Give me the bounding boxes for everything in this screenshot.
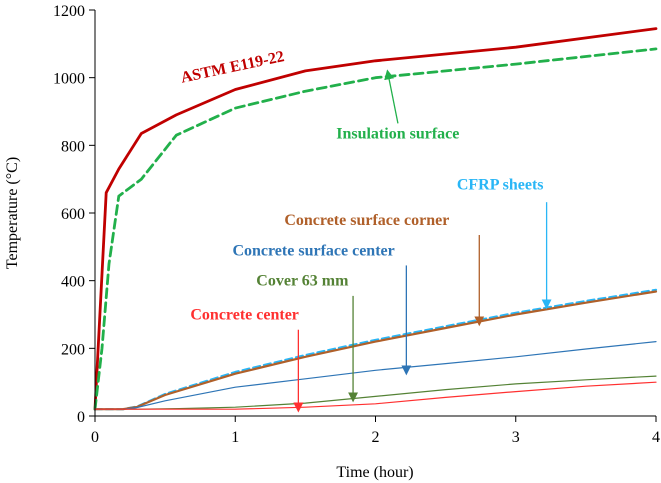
y-tick-label: 1200 [53, 3, 85, 20]
series-line-astm-e119-22 [93, 27, 658, 411]
series-line-concrete-center [94, 381, 657, 410]
annotation-arrow-insulation-surface [384, 69, 399, 124]
series-line-concrete-surface-center [94, 341, 657, 410]
y-axis-title: Temperature (°C) [4, 157, 21, 269]
x-ticks: 0 1 2 3 4 [91, 416, 660, 446]
y-tick-label: 400 [61, 274, 85, 291]
annotation-concrete-center: Concrete center [190, 307, 299, 324]
y-tick-label: 0 [77, 409, 85, 426]
x-tick-label: 4 [652, 429, 660, 446]
y-tick-label: 800 [61, 138, 85, 155]
x-tick-label: 1 [231, 429, 239, 446]
annotation-concrete-surface-center: Concrete surface center [232, 242, 394, 259]
x-tick-label: 0 [91, 429, 99, 446]
y-tick-label: 200 [61, 341, 85, 358]
series-line-insulation-surface [93, 47, 658, 411]
x-tick-label: 2 [372, 429, 380, 446]
series-layer [93, 27, 658, 411]
y-tick-label: 1000 [53, 71, 85, 88]
annotation-insulation-surface: Insulation surface [336, 126, 459, 143]
y-ticks: 0 200 400 600 800 1000 1200 [53, 3, 95, 426]
x-tick-label: 3 [512, 429, 520, 446]
annotation-concrete-surface-corner: Concrete surface corner [284, 212, 449, 229]
x-axis-title: Time (hour) [336, 464, 413, 481]
annotation-cover-63-mm: Cover 63 mm [256, 273, 349, 290]
annotation-cfrp-sheets: CFRP sheets [457, 176, 544, 193]
y-tick-label: 600 [61, 206, 85, 223]
